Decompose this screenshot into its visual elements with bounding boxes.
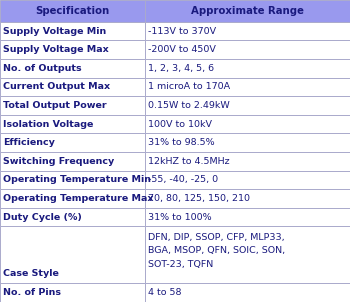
Bar <box>145 226 350 283</box>
Text: SOT-23, TQFN: SOT-23, TQFN <box>148 259 214 268</box>
Text: Current Output Max: Current Output Max <box>3 82 110 92</box>
Text: 70, 80, 125, 150, 210: 70, 80, 125, 150, 210 <box>148 194 250 203</box>
Bar <box>0 78 145 96</box>
Bar <box>0 208 145 226</box>
Text: Isolation Voltage: Isolation Voltage <box>3 120 93 129</box>
Bar <box>145 152 350 171</box>
Text: Efficiency: Efficiency <box>3 138 55 147</box>
Bar <box>0 115 145 133</box>
Bar <box>145 96 350 115</box>
Bar <box>0 283 145 302</box>
Bar <box>145 208 350 226</box>
Bar <box>0 152 145 171</box>
Text: Operating Temperature Max: Operating Temperature Max <box>3 194 154 203</box>
Bar <box>145 22 350 40</box>
Text: 4 to 58: 4 to 58 <box>148 288 182 297</box>
Text: 0.15W to 2.49kW: 0.15W to 2.49kW <box>148 101 230 110</box>
Text: 12kHZ to 4.5MHz: 12kHZ to 4.5MHz <box>148 157 230 166</box>
Bar <box>145 189 350 208</box>
Text: Supply Voltage Min: Supply Voltage Min <box>3 27 106 36</box>
Bar <box>145 59 350 78</box>
Bar <box>0 226 145 283</box>
Text: 1 microA to 170A: 1 microA to 170A <box>148 82 230 92</box>
Bar <box>145 171 350 189</box>
Text: -113V to 370V: -113V to 370V <box>148 27 216 36</box>
Bar <box>0 96 145 115</box>
Text: -55, -40, -25, 0: -55, -40, -25, 0 <box>148 175 218 185</box>
Text: No. of Outputs: No. of Outputs <box>3 64 82 73</box>
Text: Specification: Specification <box>35 6 110 16</box>
Text: Case Style: Case Style <box>3 269 59 278</box>
Text: 1, 2, 3, 4, 5, 6: 1, 2, 3, 4, 5, 6 <box>148 64 214 73</box>
Bar <box>0 59 145 78</box>
Text: Approximate Range: Approximate Range <box>191 6 304 16</box>
Bar <box>0 40 145 59</box>
Text: DFN, DIP, SSOP, CFP, MLP33,: DFN, DIP, SSOP, CFP, MLP33, <box>148 233 285 242</box>
Text: No. of Pins: No. of Pins <box>3 288 61 297</box>
Text: 100V to 10kV: 100V to 10kV <box>148 120 212 129</box>
Bar <box>0 171 145 189</box>
Text: 31% to 100%: 31% to 100% <box>148 213 212 222</box>
Text: Duty Cycle (%): Duty Cycle (%) <box>3 213 82 222</box>
Bar <box>0 189 145 208</box>
Text: BGA, MSOP, QFN, SOIC, SON,: BGA, MSOP, QFN, SOIC, SON, <box>148 246 285 255</box>
Bar <box>0 133 145 152</box>
Text: 31% to 98.5%: 31% to 98.5% <box>148 138 215 147</box>
Bar <box>145 0 350 22</box>
Text: -200V to 450V: -200V to 450V <box>148 45 216 54</box>
Bar <box>145 115 350 133</box>
Bar <box>145 78 350 96</box>
Bar <box>145 40 350 59</box>
Bar <box>0 22 145 40</box>
Bar <box>145 133 350 152</box>
Text: Supply Voltage Max: Supply Voltage Max <box>3 45 109 54</box>
Bar <box>0 0 145 22</box>
Text: Operating Temperature Min: Operating Temperature Min <box>3 175 151 185</box>
Text: Total Output Power: Total Output Power <box>3 101 107 110</box>
Text: Switching Frequency: Switching Frequency <box>3 157 114 166</box>
Bar <box>145 283 350 302</box>
